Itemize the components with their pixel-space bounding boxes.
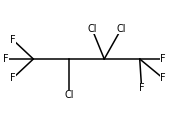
Text: Cl: Cl xyxy=(64,90,74,100)
Text: F: F xyxy=(10,35,16,45)
Text: F: F xyxy=(139,83,144,93)
Text: F: F xyxy=(10,73,16,83)
Text: F: F xyxy=(4,54,9,64)
Text: Cl: Cl xyxy=(116,24,126,34)
Text: F: F xyxy=(160,73,166,83)
Text: F: F xyxy=(160,54,166,64)
Text: Cl: Cl xyxy=(87,24,97,34)
